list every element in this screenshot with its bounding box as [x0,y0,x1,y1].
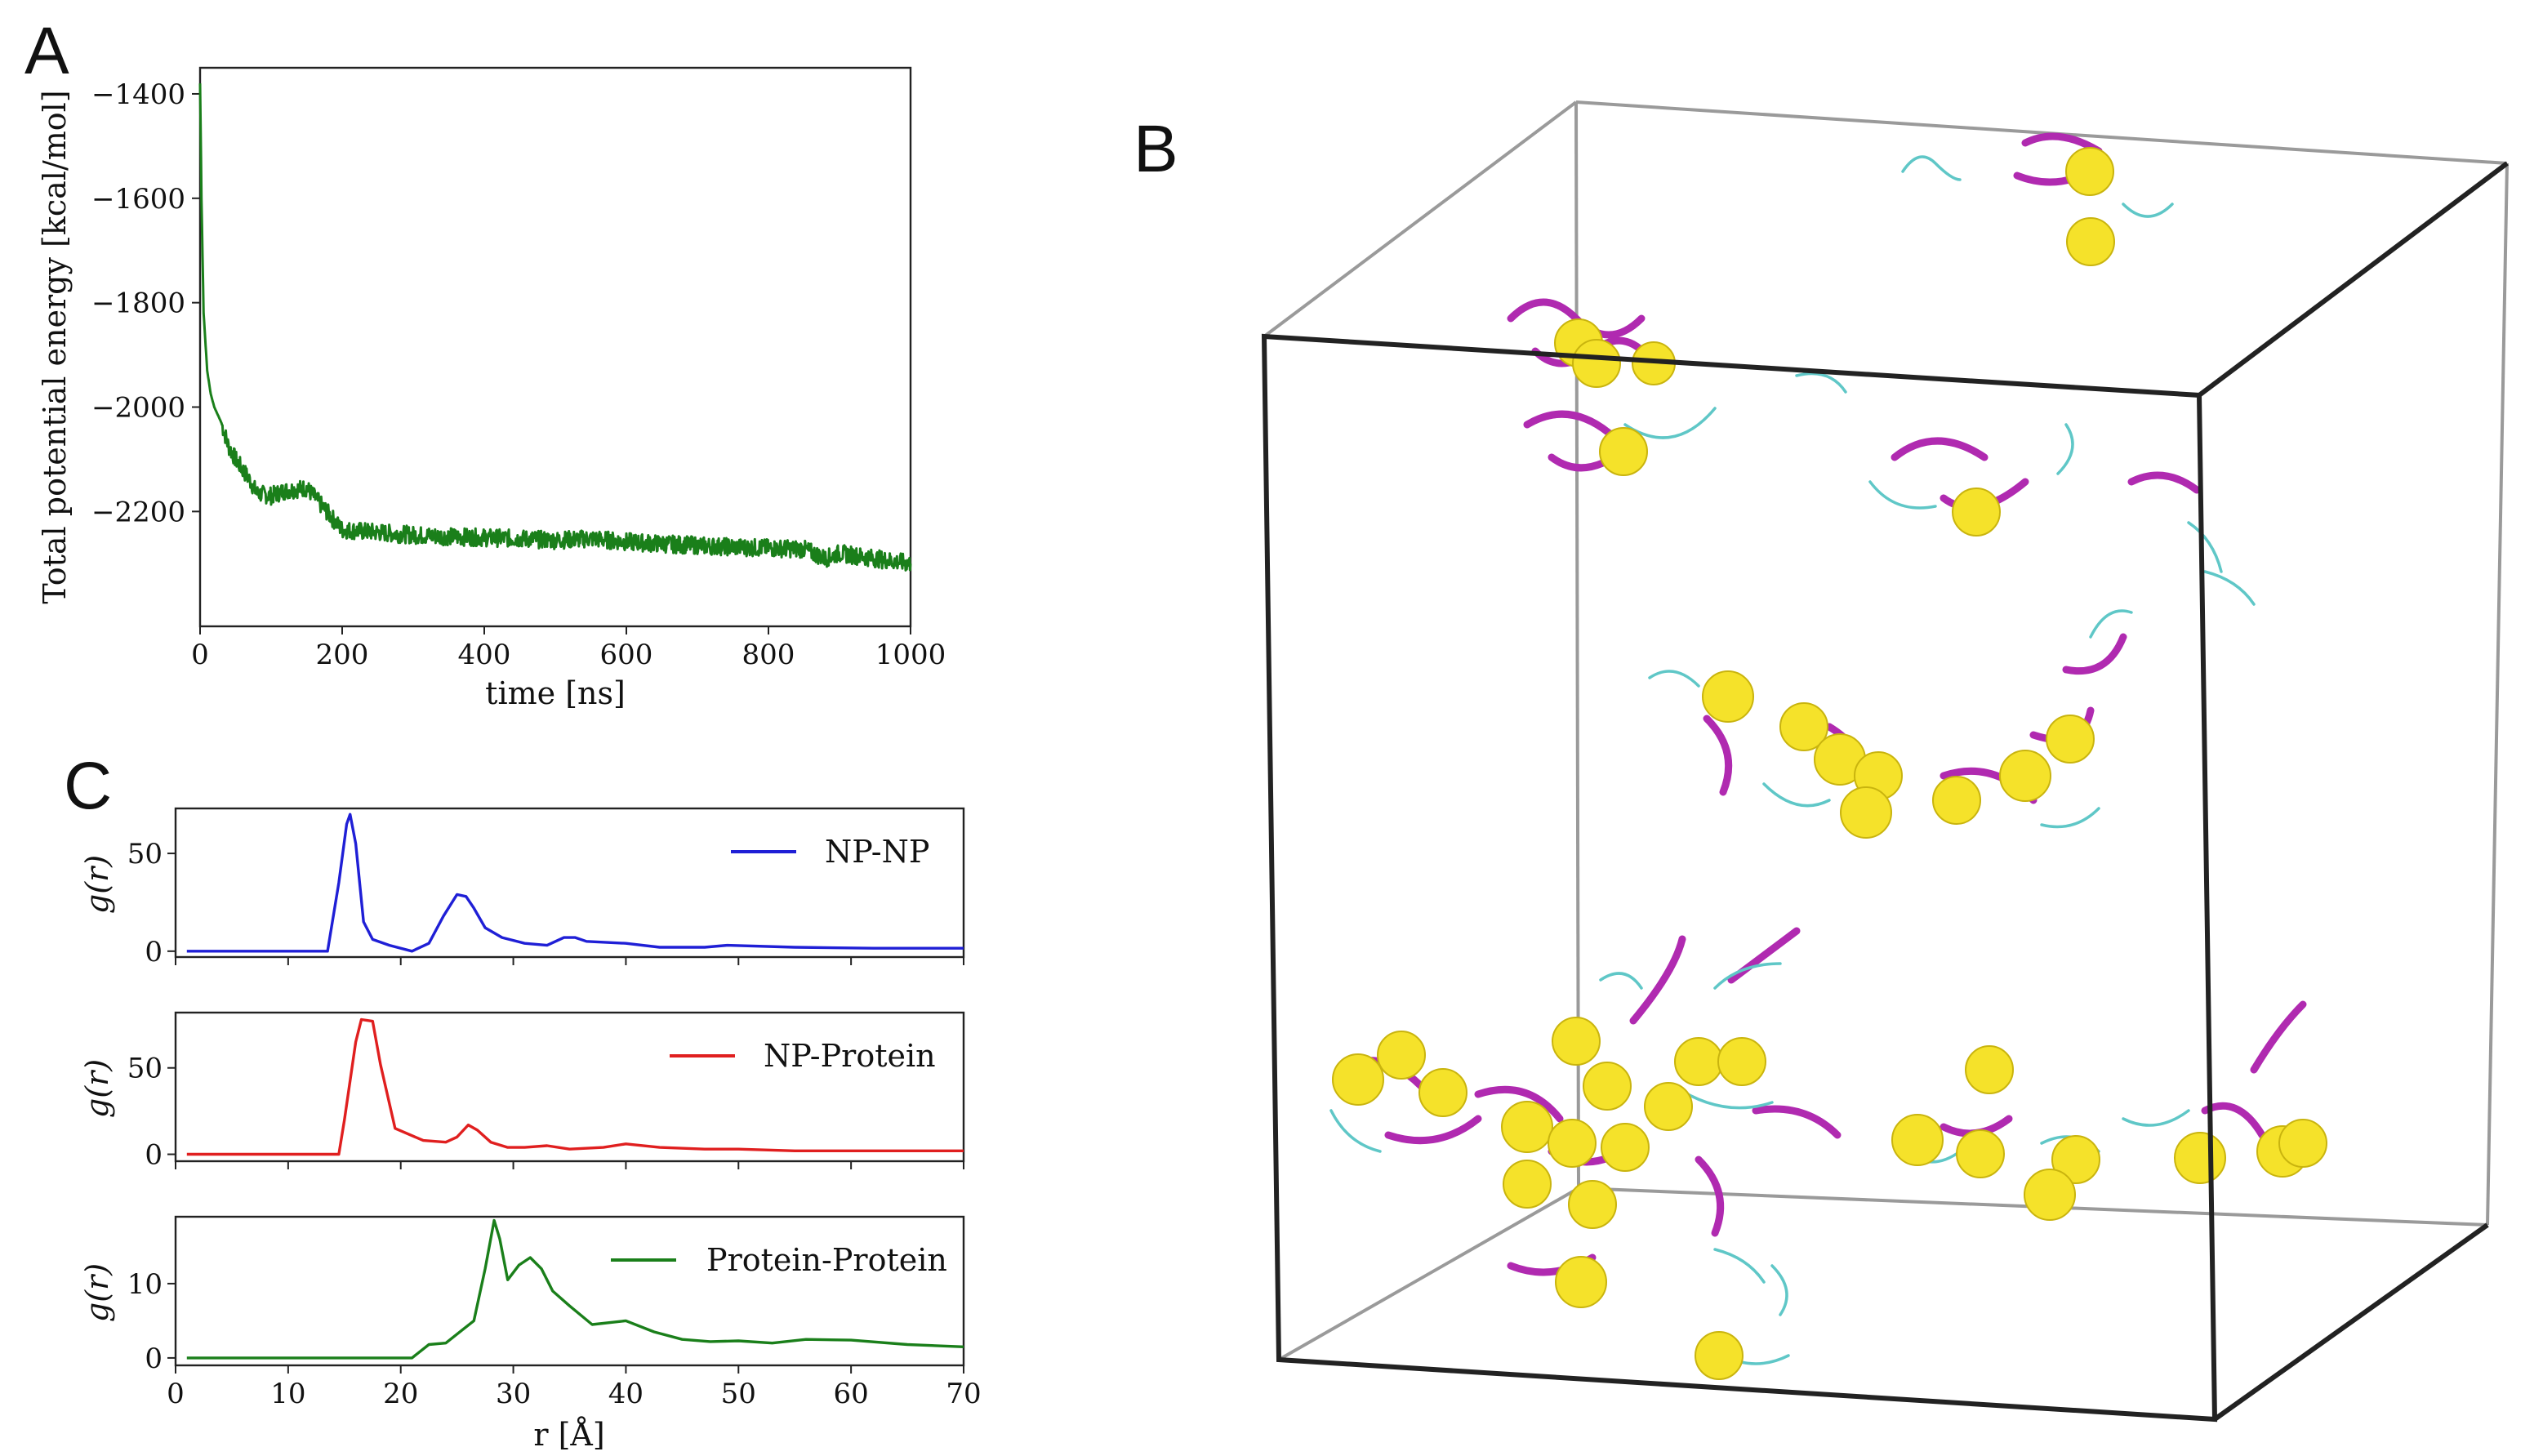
panel-c-x-tick-label: 50 [721,1378,756,1410]
panel-c-protein-protein-subplot: 0 10 0 10 20 30 40 50 60 70 Protein-Protein g(r) [79,1215,982,1410]
panel-a-y-tick-label: −1600 [91,183,185,216]
panel-a-x-tick-label: 1000 [875,639,946,671]
panel-c-x-tick-label: 20 [383,1378,418,1410]
panel-a-y-ticks: −1400 −1600 −1800 −2000 −2200 [91,78,200,528]
panel-c-np-np-subplot: 0 50 NP-NP g(r) [79,807,965,968]
panel-a-x-tick-label: 400 [458,639,511,671]
panel-b-simulation-box: B [1133,100,2509,1423]
panel-c-x-tick-label: 30 [496,1378,531,1410]
panel-a-x-tick-label: 0 [191,639,209,671]
panel-a-y-tick-label: −1400 [91,78,185,111]
rdf-y-tick-label: 0 [145,936,163,968]
panel-c-x-ticks: 0 10 20 30 40 50 60 70 [167,1378,981,1410]
panel-a-x-axis-label: time [ns] [485,675,626,711]
panel-a-x-tick-label: 200 [316,639,369,671]
panel-b-label: B [1133,112,1178,186]
panel-c-x-tick-label: 0 [167,1378,185,1410]
box-back-edges [1263,100,2509,1361]
protein-protein-series-line [186,1218,964,1360]
panel-c-np-protein-subplot: 0 50 NP-Protein g(r) [79,1011,965,1172]
panel-a-x-tick-label: 600 [600,639,653,671]
np-np-legend-label: NP-NP [825,834,929,870]
rdf-y-tick-label: 50 [127,838,163,870]
panel-c-x-tick-label: 60 [834,1378,869,1410]
box-front-edges [1261,161,2509,1423]
panel-a-y-axis-label: Total potential energy [kcal/mol] [37,90,73,603]
protein-chains [1329,132,2307,1365]
panel-c-label: C [64,749,112,823]
protein-protein-ticks: 0 10 [127,1268,964,1375]
np-protein-y-axis-label: g(r) [79,1059,115,1118]
panel-a-energy-line [198,83,912,572]
np-np-axes-frame [174,807,965,959]
panel-a-axes-frame [198,66,912,628]
panel-c-x-axis-label: r [Å] [533,1417,604,1453]
np-protein-ticks: 0 50 [127,1053,964,1172]
protein-protein-y-axis-label: g(r) [79,1263,115,1322]
panel-c-rdf-plots: C 0 50 NP-NP g(r) 0 50 NP-Protein g(r) 0 10… [64,749,982,1453]
panel-a-y-tick-label: −1800 [91,287,185,320]
rdf-y-tick-label: 50 [127,1053,163,1085]
np-np-ticks: 0 50 [127,838,964,968]
panel-a-y-tick-label: −2200 [91,496,185,528]
np-protein-series-line [186,1017,964,1156]
rdf-y-tick-label: 0 [145,1342,163,1375]
panel-c-x-tick-label: 70 [946,1378,981,1410]
np-np-y-axis-label: g(r) [79,855,115,914]
protein-protein-legend-label: Protein-Protein [706,1242,947,1278]
panel-a-x-tick-label: 800 [742,639,795,671]
np-np-series-line [186,813,964,953]
rdf-y-tick-label: 0 [145,1139,163,1172]
np-protein-legend-label: NP-Protein [764,1038,936,1074]
panel-a-y-tick-label: −2000 [91,392,185,425]
panel-a-label: A [24,14,69,88]
np-protein-axes-frame [174,1011,965,1163]
panel-a-energy-plot: A 0 200 400 600 800 1000 −1400 −1600 −1800 −2000… [24,14,946,711]
panel-a-x-ticks: 0 200 400 600 800 1000 [191,626,946,671]
protein-protein-axes-frame [174,1215,965,1367]
panel-c-x-tick-label: 40 [608,1378,644,1410]
nanoparticles [1332,147,2327,1380]
rdf-y-tick-label: 10 [127,1268,163,1301]
panel-c-x-tick-label: 10 [270,1378,305,1410]
